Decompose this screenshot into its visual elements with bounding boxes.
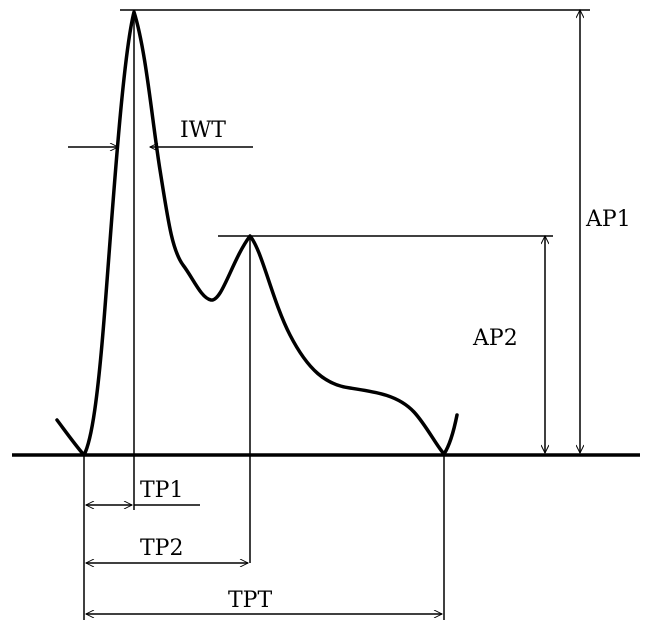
ap2-label: AP2 — [472, 326, 518, 351]
tpt-label: TPT — [228, 588, 272, 613]
tp2-label: TP2 — [140, 536, 183, 561]
ap1-label: AP1 — [585, 207, 631, 232]
pulse-waveform-curve — [55, 10, 459, 457]
iwt-label: IWT — [180, 118, 226, 143]
tp1-label: TP1 — [140, 478, 183, 503]
